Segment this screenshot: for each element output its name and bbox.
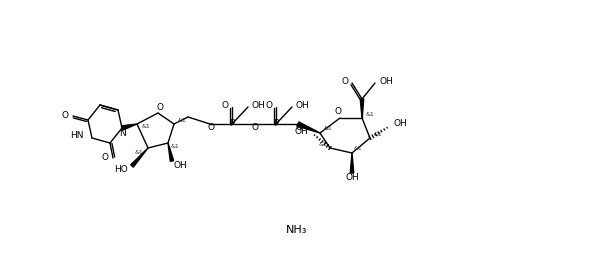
Text: O: O: [266, 101, 273, 110]
Text: O: O: [222, 101, 229, 110]
Text: O: O: [296, 123, 302, 132]
Text: O: O: [252, 123, 258, 132]
Text: &1: &1: [178, 118, 187, 123]
Text: OH: OH: [295, 127, 308, 135]
Text: OH: OH: [394, 119, 408, 128]
Text: &1: &1: [324, 127, 333, 131]
Polygon shape: [360, 99, 364, 118]
Text: O: O: [62, 111, 69, 120]
Text: O: O: [334, 107, 342, 117]
Polygon shape: [131, 148, 148, 167]
Text: OH: OH: [379, 77, 393, 85]
Text: OH: OH: [345, 173, 359, 182]
Text: O: O: [208, 123, 215, 132]
Text: HN: HN: [70, 131, 84, 140]
Text: OH: OH: [174, 160, 188, 169]
Text: OH: OH: [296, 101, 310, 110]
Polygon shape: [121, 124, 137, 130]
Text: P: P: [229, 119, 234, 128]
Text: HO: HO: [114, 165, 128, 174]
Text: &1: &1: [134, 149, 143, 155]
Polygon shape: [168, 143, 174, 161]
Text: N: N: [120, 128, 126, 138]
Text: &1: &1: [142, 124, 151, 130]
Text: NH₃: NH₃: [286, 225, 308, 235]
Polygon shape: [297, 122, 320, 133]
Text: P: P: [273, 119, 278, 128]
Text: OH: OH: [252, 101, 266, 110]
Text: &1: &1: [354, 147, 363, 152]
Text: &1: &1: [366, 111, 375, 117]
Text: O: O: [102, 153, 109, 163]
Text: O: O: [156, 102, 164, 111]
Text: &1: &1: [171, 144, 180, 149]
Text: O: O: [342, 77, 349, 85]
Text: &1: &1: [318, 142, 327, 147]
Polygon shape: [350, 153, 354, 173]
Text: &1: &1: [374, 132, 383, 138]
